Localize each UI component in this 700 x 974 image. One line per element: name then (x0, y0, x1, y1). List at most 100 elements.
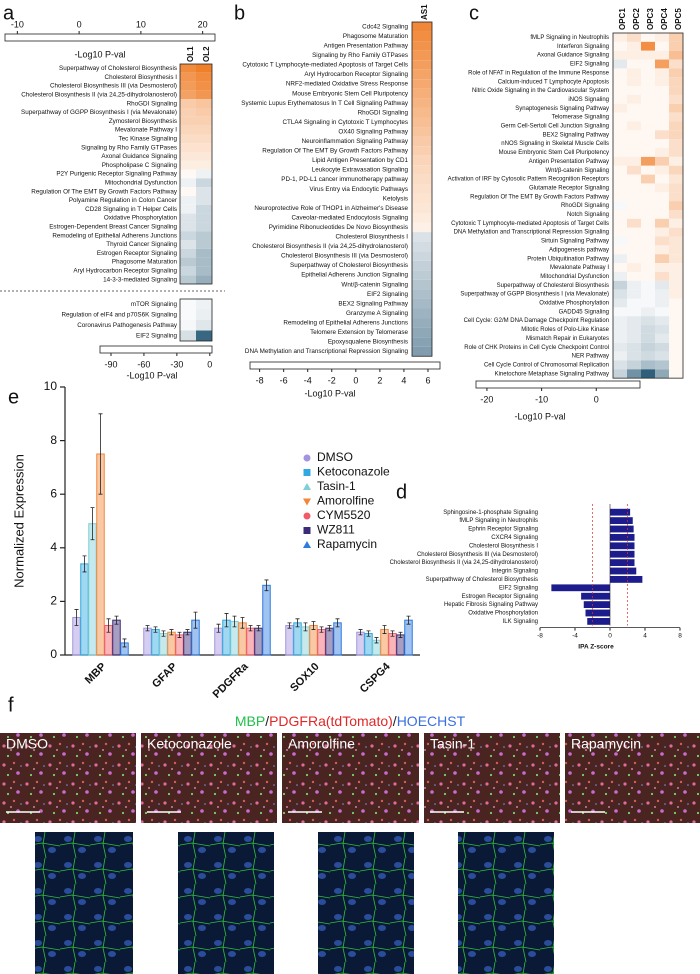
heat-cell (613, 174, 627, 184)
row-label: Glutamate Receptor Signaling (529, 185, 609, 191)
row-label: DNA Methylation and Transcriptional Repr… (454, 230, 609, 236)
heat-cell (655, 316, 669, 326)
error-bar (382, 625, 387, 634)
x-tick-label: CSPG4 (358, 660, 393, 695)
heat-cell (655, 360, 669, 370)
title-part: / (393, 713, 397, 729)
heat-cell (641, 68, 655, 78)
image-label: Tasin-1 (430, 736, 475, 752)
row-label: Regulation Of The EMT By Growth Factors … (470, 194, 609, 200)
heat-cell (655, 192, 669, 202)
heat-cell (669, 227, 683, 237)
x-tick-label: 8 (678, 632, 682, 639)
heat-cell (669, 50, 683, 60)
heat-cell (655, 333, 669, 343)
heat-cell (669, 201, 683, 210)
heat-cell (613, 236, 627, 246)
row-label: Cholesterol Biosynthesis I (336, 234, 409, 241)
column-header: OL1 (186, 46, 195, 62)
row-label: Signaling by Rho Family GTPases (81, 144, 177, 151)
bar (610, 534, 635, 541)
heat-cell (613, 112, 627, 122)
bar (610, 567, 637, 575)
row-label: Thyroid Cancer Signaling (106, 241, 177, 248)
heat-cell (412, 298, 432, 309)
category-label: fMLP Signaling in Neutrophils (459, 518, 538, 524)
row-label: Oxidative Phosphorylation (104, 215, 178, 222)
heat-cell (613, 103, 627, 113)
column-header: OPC4 (660, 8, 669, 30)
row-label: Regulation Of The EMT By Growth Factors … (262, 148, 409, 155)
heat-cell (641, 183, 655, 193)
row-label: EIF2 Signaling (570, 62, 609, 68)
heat-cell (180, 204, 196, 214)
heat-cell (655, 369, 669, 379)
heat-cell (412, 31, 432, 42)
heat-cell (641, 192, 655, 202)
row-label: Wnt/β-catenin Signaling (546, 168, 609, 174)
colorbar-tick-label: -30 (170, 359, 183, 369)
heat-cell (655, 210, 669, 219)
heat-cell (613, 148, 627, 157)
row-label: Superpathway of Cholesterol Biosynthesis (59, 65, 177, 72)
row-label: Mitotic Roles of Polo-Like Kinase (521, 327, 609, 333)
bar (262, 584, 271, 656)
heat-cell (627, 201, 641, 210)
heat-cell (412, 127, 432, 137)
heat-cell (627, 342, 641, 352)
heat-cell (627, 139, 641, 149)
heat-cell (627, 298, 641, 308)
heat-cell (641, 103, 655, 113)
category-label: Sphingosine-1-phosphate Signaling (443, 510, 538, 516)
heat-cell (641, 33, 655, 42)
heat-cell (180, 64, 196, 73)
error-bar (169, 629, 174, 636)
image-label: Amorolfine (288, 736, 355, 752)
heat-cell (655, 156, 669, 166)
heat-cell (627, 369, 641, 379)
error-bar (193, 611, 198, 629)
heat-cell (627, 218, 641, 228)
legend-label: Amorolfine (317, 494, 375, 508)
heat-cell (641, 94, 655, 104)
row-label: Cytotoxic T Lymphocyte-mediated Apoptosi… (451, 221, 609, 227)
error-bar (335, 618, 340, 628)
row-label: mTOR Signaling (131, 301, 178, 308)
error-bar (390, 630, 395, 637)
heat-cell (627, 94, 641, 104)
heat-cell (669, 112, 683, 122)
heat-cell (669, 86, 683, 95)
bar (333, 622, 342, 656)
heat-cell (180, 231, 196, 240)
row-label: Ketolysis (383, 195, 408, 202)
row-label: Neuroinflammation Signaling Pathway (302, 138, 409, 145)
row-label: nNOS Signaling in Skeletal Muscle Cells (501, 141, 609, 147)
error-bar (366, 630, 371, 637)
heat-cell (412, 318, 432, 328)
heat-cell (613, 369, 627, 379)
heat-cell (180, 257, 196, 267)
error-bar (374, 637, 379, 644)
heat-cell (412, 165, 432, 175)
row-label: Cholesterol Biosynthesis II (via 24,25-d… (21, 91, 177, 98)
heat-cell (412, 279, 432, 290)
heat-cell (669, 280, 683, 290)
panel-letter: d (396, 481, 407, 503)
row-label: RhoGDI Signaling (561, 203, 609, 209)
y-tick-label: 0 (50, 647, 57, 661)
heat-cell (627, 325, 641, 334)
heat-cell (196, 143, 212, 152)
heat-cell (180, 125, 196, 135)
panel-letter: c (469, 2, 479, 24)
heat-cell (669, 271, 683, 281)
heat-cell (641, 245, 655, 255)
colorbar-tick-label: -60 (137, 359, 150, 369)
column-header: OPC1 (618, 8, 627, 30)
heat-cell (655, 201, 669, 210)
row-label: Epoxysqualene Biosynthesis (328, 339, 408, 346)
category-label: Cholesterol Biosynthesis III (via Desmos… (417, 552, 538, 558)
heat-cell (641, 316, 655, 326)
heat-cell (196, 134, 212, 144)
row-label: Mitochondrial Dysfunction (540, 274, 609, 280)
heat-cell (412, 60, 432, 70)
